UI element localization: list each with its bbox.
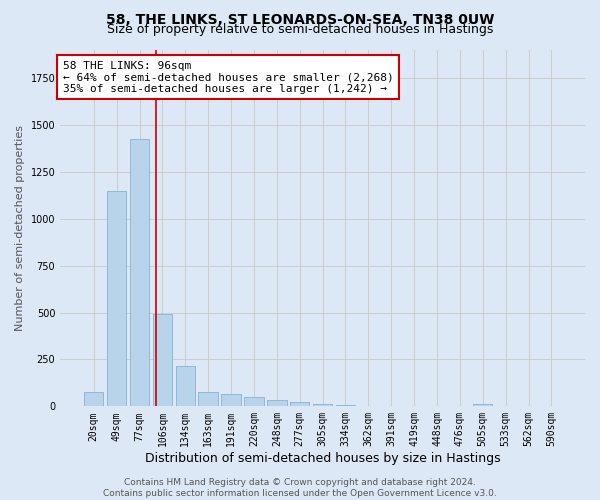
Bar: [130, 139, 149, 406]
Bar: [473, 404, 493, 406]
Text: Contains HM Land Registry data © Crown copyright and database right 2024.
Contai: Contains HM Land Registry data © Crown c…: [103, 478, 497, 498]
Bar: [244, 396, 263, 406]
Bar: [152, 314, 172, 406]
Bar: [313, 404, 332, 406]
X-axis label: Distribution of semi-detached houses by size in Hastings: Distribution of semi-detached houses by …: [145, 452, 500, 465]
Bar: [290, 402, 310, 406]
Bar: [176, 366, 195, 406]
Bar: [107, 190, 127, 406]
Text: 58, THE LINKS, ST LEONARDS-ON-SEA, TN38 0UW: 58, THE LINKS, ST LEONARDS-ON-SEA, TN38 …: [106, 12, 494, 26]
Bar: [199, 392, 218, 406]
Text: 58 THE LINKS: 96sqm
← 64% of semi-detached houses are smaller (2,268)
35% of sem: 58 THE LINKS: 96sqm ← 64% of semi-detach…: [63, 60, 394, 94]
Text: Size of property relative to semi-detached houses in Hastings: Size of property relative to semi-detach…: [107, 22, 493, 36]
Y-axis label: Number of semi-detached properties: Number of semi-detached properties: [15, 125, 25, 331]
Bar: [221, 394, 241, 406]
Bar: [267, 400, 287, 406]
Bar: [84, 392, 103, 406]
